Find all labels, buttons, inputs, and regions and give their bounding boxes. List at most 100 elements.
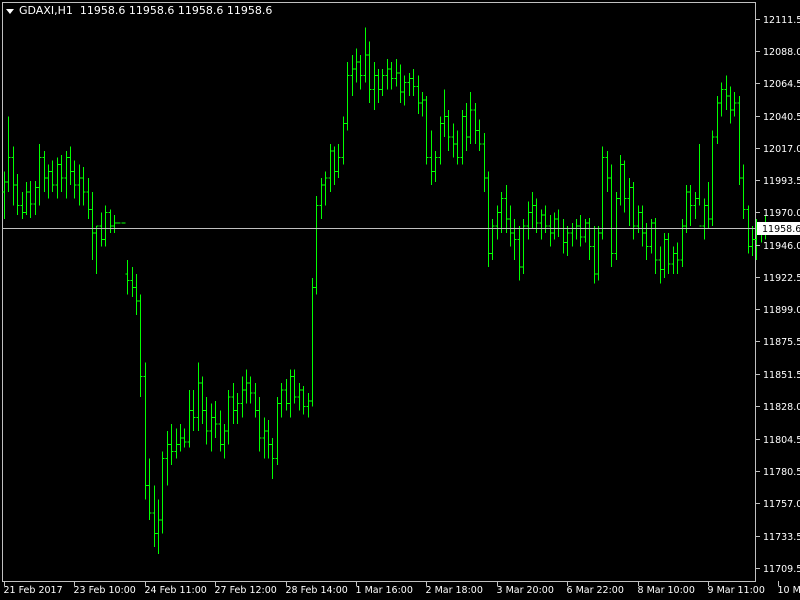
- ohlc-bar: [583, 219, 588, 243]
- ohlc-bar: [240, 376, 245, 418]
- price-tick-label: 12040.5: [763, 112, 800, 123]
- ohlc-bar: [231, 383, 236, 425]
- ohlc-bar: [675, 242, 680, 274]
- ohlc-bar: [55, 157, 60, 199]
- ohlc-bar: [86, 178, 91, 220]
- ohlc-bar: [253, 383, 258, 418]
- ohlc-bar: [662, 232, 667, 278]
- ohlc-bar: [6, 116, 11, 192]
- ohlc-bar: [592, 225, 597, 284]
- ohlc-bar: [552, 212, 557, 240]
- ohlc-bar: [385, 59, 390, 90]
- ohlc-bar: [649, 219, 654, 254]
- ohlc-bar: [178, 424, 183, 452]
- ohlc-bar: [512, 219, 517, 261]
- ohlc-bar: [275, 396, 280, 466]
- ohlc-bar: [728, 86, 733, 124]
- ohlc-bar: [147, 458, 152, 520]
- ohlc-bar: [341, 116, 346, 165]
- ohlc-bar: [209, 403, 214, 452]
- ohlc-bar: [420, 91, 425, 117]
- ohlc-bar: [288, 369, 293, 418]
- ohlc-bar: [508, 205, 513, 247]
- ohlc-bar: [112, 215, 117, 233]
- ohlc-bar: [521, 219, 526, 274]
- time-tick-label: 21 Feb 2017: [4, 585, 63, 596]
- ohlc-bar: [306, 392, 311, 418]
- ohlc-bar: [380, 68, 385, 97]
- ohlc-bar: [354, 48, 359, 83]
- ohlc-bar: [24, 182, 29, 216]
- ohlc-bar: [182, 428, 187, 448]
- price-axis[interactable]: 12111.5 12088.0 12064.5 12040.5 12017.0 11993…: [756, 15, 800, 575]
- time-tick-label: 28 Feb 14:00: [286, 585, 348, 596]
- ohlc-bar: [20, 191, 25, 220]
- ohlc-bar: [741, 164, 746, 220]
- chart-header: GDAXI,H1 11958.6 11958.6 11958.6 11958.6: [6, 4, 272, 18]
- ohlc-bar: [2, 171, 7, 220]
- current-price-label: 11958.6: [757, 222, 800, 235]
- triangle-down-icon[interactable]: [6, 8, 14, 14]
- ohlc-bar: [37, 143, 42, 206]
- ohlc-bar: [548, 215, 553, 247]
- ohlc-bar: [578, 215, 583, 247]
- ohlc-bar: [134, 273, 139, 315]
- ohlc-bar: [587, 217, 592, 261]
- price-tick-label: 12111.5: [763, 15, 800, 26]
- ohlc-bar: [244, 369, 249, 404]
- ohlc-bar: [332, 146, 337, 185]
- ohlc-bar: [504, 184, 509, 233]
- ohlc-bar: [11, 146, 16, 206]
- ohlc-bar: [446, 109, 451, 151]
- ohlc-bar: [165, 431, 170, 486]
- time-tick-label: 10 Mar 13:00: [778, 585, 800, 596]
- ohlc-bar: [187, 390, 192, 448]
- price-tick-label: 11757.0: [763, 499, 800, 510]
- ohlc-bar: [473, 102, 478, 144]
- ohlc-bar: [50, 160, 55, 192]
- time-axis[interactable]: 21 Feb 2017 23 Feb 10:00 24 Feb 11:00 27 Fe…: [4, 581, 800, 596]
- time-tick-label: 6 Mar 22:00: [567, 585, 624, 596]
- ohlc-bar: [174, 428, 179, 459]
- ohlc-bar: [710, 130, 715, 226]
- ohlc-bar: [72, 160, 77, 199]
- ohlc-bar: [482, 133, 487, 192]
- ohlc-bar: [46, 164, 51, 199]
- ohlc-bars: [2, 27, 768, 555]
- ohlc-bar: [429, 130, 434, 185]
- ohlc-bar: [235, 392, 240, 425]
- ohlc-bar: [169, 424, 174, 466]
- ohlc-bar: [556, 209, 561, 237]
- ohlc-bar: [614, 191, 619, 261]
- ohlc-bar: [688, 184, 693, 226]
- ohlc-bar: [266, 420, 271, 459]
- ohlc-bar: [257, 396, 262, 452]
- ohlc-bar: [640, 205, 645, 247]
- ohlc-bar: [81, 167, 86, 206]
- price-tick-label: 12017.0: [763, 144, 800, 155]
- ohlc-bar: [477, 119, 482, 151]
- ohlc-bar: [279, 383, 284, 418]
- ohlc-bar: [570, 223, 575, 247]
- ohlc-bar: [574, 219, 579, 240]
- ohlc-bar: [372, 61, 377, 110]
- ohlc-bar: [627, 178, 632, 226]
- ohlc-bar: [609, 164, 614, 267]
- price-tick-label: 11875.5: [763, 337, 800, 348]
- ohlc-bar: [490, 219, 495, 261]
- ohlc-bar: [398, 64, 403, 103]
- ohlc-bar: [367, 41, 372, 103]
- ohlc-bar: [28, 180, 33, 218]
- ohlc-bar: [218, 410, 223, 452]
- ohlc-bar: [499, 191, 504, 233]
- time-tick-label: 2 Mar 18:00: [426, 585, 483, 596]
- ohlc-bar: [658, 246, 663, 284]
- price-tick-label: 11709.5: [763, 564, 800, 575]
- ohlc-bar: [411, 68, 416, 97]
- ohlc-bar: [248, 376, 253, 404]
- ohlc-bar: [350, 55, 355, 97]
- ohlc-bar: [301, 385, 306, 415]
- chart-plot-area[interactable]: [2, 2, 756, 582]
